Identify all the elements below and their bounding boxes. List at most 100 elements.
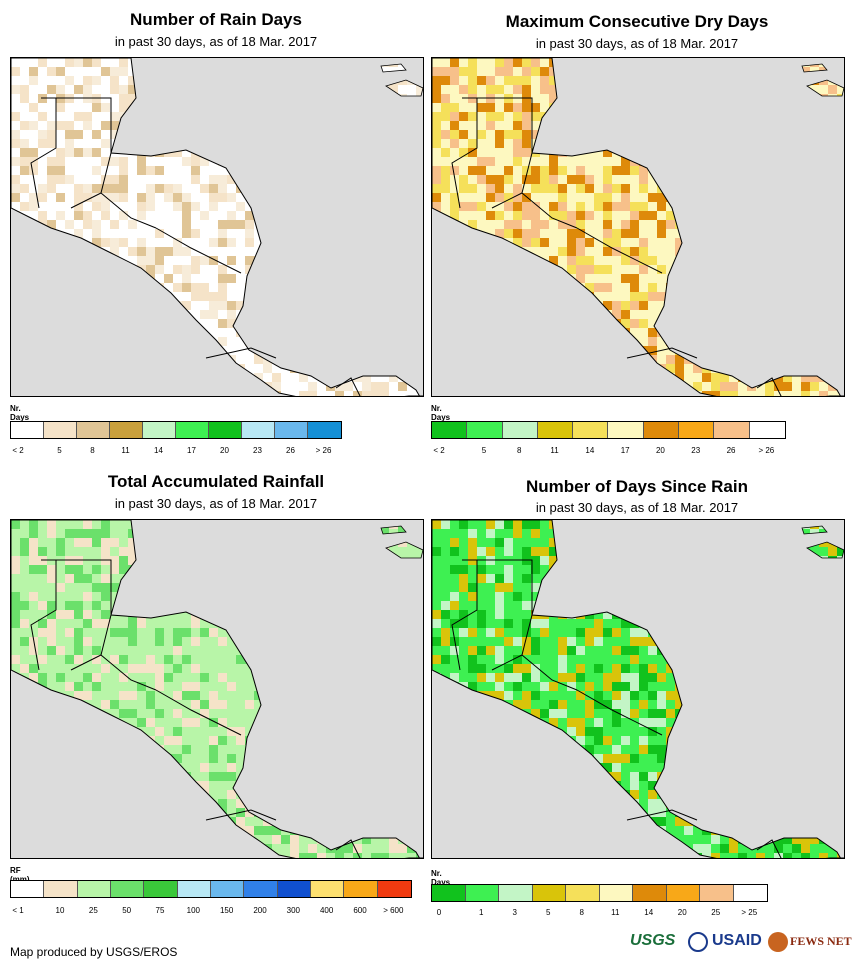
- legend-label: 8: [517, 446, 522, 455]
- legend-swatch: [465, 885, 499, 901]
- country-border: [451, 97, 478, 209]
- legend-swatch: [377, 881, 411, 897]
- legend-swatch: [77, 881, 111, 897]
- fewsnet-icon: [768, 932, 788, 952]
- legend-swatch: [44, 422, 77, 438]
- map-total-rainfall: [10, 519, 424, 859]
- country-border: [56, 97, 112, 153]
- legend-label: 400: [319, 906, 334, 915]
- legend-swatch: [666, 885, 700, 901]
- coastline: [11, 58, 423, 396]
- legend-label: 23: [253, 446, 262, 455]
- map-svg: [11, 58, 423, 396]
- legend-label: 3: [512, 908, 517, 917]
- legend-title: Nr. Days: [431, 869, 451, 887]
- legend-label: 300: [286, 906, 301, 915]
- legend-swatch: [714, 422, 750, 438]
- legend-label: 150: [219, 906, 234, 915]
- panel-subtitle: in past 30 days, as of 18 Mar. 2017: [114, 496, 318, 511]
- legend-swatch: [499, 885, 533, 901]
- legend-label: 17: [620, 446, 630, 455]
- legend-labels: < 1 10 25 50 75 100 150 200 300 400 600 > 600: [10, 906, 412, 918]
- legend-swatch: [733, 885, 767, 901]
- legend-label: < 2: [12, 446, 24, 455]
- legend-swatch: [277, 881, 311, 897]
- legend-swatch: [143, 422, 176, 438]
- legend-swatch: [244, 881, 278, 897]
- land-pixels: [11, 58, 423, 396]
- coastline: [11, 520, 423, 858]
- legend-label: > 26: [315, 446, 332, 455]
- legend-labels: < 2 5 8 11 14 17 20 23 26 > 26: [10, 446, 342, 458]
- country-border: [155, 227, 242, 274]
- legend-swatch: [467, 422, 503, 438]
- legend-swatch: [344, 881, 378, 897]
- legend-swatch: [210, 881, 245, 897]
- legend-label: > 25: [741, 908, 758, 917]
- coastline: [432, 58, 844, 396]
- legend-swatch: [573, 422, 609, 438]
- legend-swatch: [177, 881, 211, 897]
- map-max-dry-days: [431, 57, 845, 397]
- legend-swatch: [308, 422, 341, 438]
- legend-label: 14: [154, 446, 163, 455]
- legend-label: 0: [436, 908, 442, 917]
- country-border: [451, 559, 478, 671]
- island-outline: [801, 525, 828, 535]
- legend-label: 14: [644, 908, 654, 917]
- legend-swatch: [700, 885, 734, 901]
- country-border: [756, 377, 782, 396]
- legend-swatch: [176, 422, 209, 438]
- map-svg: [432, 520, 844, 858]
- legend-label: 25: [88, 906, 98, 915]
- legend-swatch: [537, 422, 574, 438]
- legend-swatch: [209, 422, 242, 438]
- legend-label: 600: [353, 906, 367, 915]
- legend-label: 50: [122, 906, 132, 915]
- legend-swatch: [432, 885, 466, 901]
- legend-label: 26: [726, 446, 736, 455]
- legend-labels: < 2 5 8 11 14 17 20 23 26 > 26: [431, 446, 786, 458]
- legend-swatch: [275, 422, 308, 438]
- legend-swatch: [608, 422, 644, 438]
- legend-swatch: [566, 885, 600, 901]
- island-outline: [380, 525, 407, 535]
- legend-label: 26: [286, 446, 295, 455]
- legend-label: 17: [187, 446, 196, 455]
- panel-title: Number of Days Since Rain: [525, 477, 748, 496]
- legend-bar: [10, 880, 412, 898]
- legend-swatch: [110, 422, 143, 438]
- legend-label: 100: [186, 906, 201, 915]
- legend-label: 11: [550, 446, 559, 455]
- country-border: [30, 97, 57, 209]
- usaid-seal-icon: [688, 932, 708, 952]
- country-border: [626, 809, 698, 821]
- agency-logos: USGS USAID FEWS NET: [630, 930, 852, 962]
- legend-label: 200: [253, 906, 267, 915]
- country-border: [56, 559, 112, 615]
- legend-swatch: [110, 881, 145, 897]
- legend-label: 5: [481, 446, 487, 455]
- panel-subtitle: in past 30 days, as of 18 Mar. 2017: [535, 500, 739, 515]
- legend-label: 11: [611, 908, 620, 917]
- map-days-since-rain: [431, 519, 845, 859]
- island-outline: [806, 79, 844, 97]
- legend-label: 20: [220, 446, 229, 455]
- map-rain-days: [10, 57, 424, 397]
- legend-label: 11: [121, 446, 130, 455]
- island-outline: [385, 79, 423, 97]
- legend-title: RF (mm): [10, 866, 30, 884]
- coastline: [432, 520, 844, 858]
- legend-swatch: [432, 422, 468, 438]
- country-border: [155, 689, 242, 736]
- legend-bar: [10, 421, 342, 439]
- legend-swatch: [749, 422, 785, 438]
- legend-swatch: [242, 422, 275, 438]
- legend-swatch: [502, 422, 538, 438]
- panel-title: Maximum Consecutive Dry Days: [505, 12, 769, 31]
- legend-label: 5: [57, 446, 62, 455]
- country-border: [521, 192, 578, 229]
- country-border: [335, 839, 361, 858]
- legend-swatch: [310, 881, 345, 897]
- legend-label: < 1: [12, 906, 24, 915]
